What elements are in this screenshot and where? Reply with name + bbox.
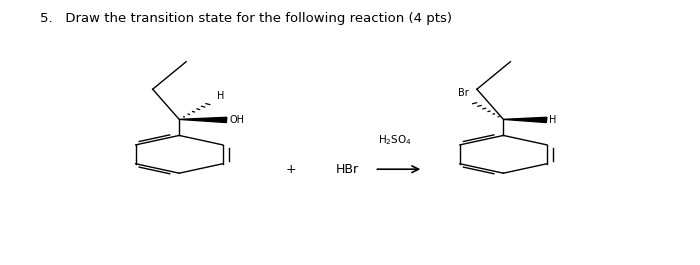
Text: Br: Br xyxy=(458,89,468,98)
Text: H$_2$SO$_4$: H$_2$SO$_4$ xyxy=(379,133,412,147)
Text: H: H xyxy=(550,115,556,125)
Text: +: + xyxy=(286,163,296,176)
Text: 5.   Draw the transition state for the following reaction (4 pts): 5. Draw the transition state for the fol… xyxy=(40,12,451,25)
Polygon shape xyxy=(503,117,547,122)
Text: OH: OH xyxy=(230,115,244,125)
Polygon shape xyxy=(179,117,227,122)
Text: HBr: HBr xyxy=(336,163,359,176)
Text: H: H xyxy=(217,91,224,101)
